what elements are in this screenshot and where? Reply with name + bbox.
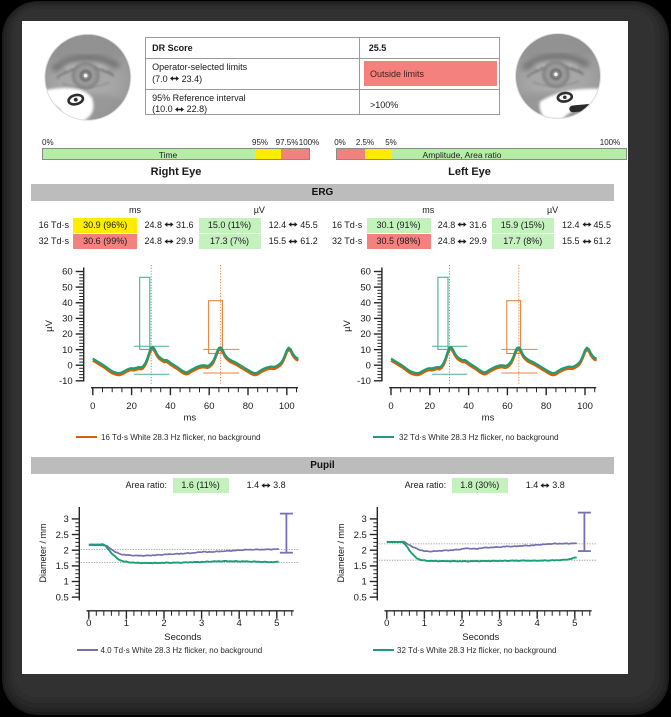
svg-text:0: 0 [90,401,95,412]
svg-text:µV: µV [342,319,353,331]
svg-text:100: 100 [577,401,593,412]
svg-text:50: 50 [62,282,73,293]
svg-text:2: 2 [459,618,464,629]
svg-text:Seconds: Seconds [462,632,499,643]
svg-text:20: 20 [425,401,436,412]
svg-text:µV: µV [44,319,55,331]
svg-text:60: 60 [360,267,371,278]
svg-text:5: 5 [274,618,279,629]
svg-text:2.5: 2.5 [56,530,69,541]
svg-text:50: 50 [360,282,371,293]
svg-text:Seconds: Seconds [164,632,201,643]
svg-text:0: 0 [366,360,371,371]
svg-text:0: 0 [384,618,389,629]
svg-text:40: 40 [360,298,371,309]
svg-text:60: 60 [62,267,73,278]
svg-text:ms: ms [482,413,495,424]
svg-text:4: 4 [535,618,540,629]
svg-text:1: 1 [124,618,129,629]
svg-text:1.5: 1.5 [56,561,69,572]
svg-text:3: 3 [497,618,502,629]
svg-text:30: 30 [62,314,73,325]
svg-text:60: 60 [204,401,215,412]
svg-text:ms: ms [183,413,196,424]
svg-text:80: 80 [243,401,254,412]
svg-text:1: 1 [362,577,367,588]
svg-text:10: 10 [62,345,73,356]
svg-text:-10: -10 [357,376,371,387]
svg-text:Diameter / mm: Diameter / mm [38,523,48,582]
svg-text:100: 100 [279,401,295,412]
svg-text:0: 0 [388,401,393,412]
svg-text:2.5: 2.5 [354,530,367,541]
svg-text:4: 4 [237,618,242,629]
svg-text:1.5: 1.5 [354,561,367,572]
svg-text:1: 1 [422,618,427,629]
svg-text:0.5: 0.5 [56,592,69,603]
svg-text:1: 1 [64,577,69,588]
svg-text:3: 3 [199,618,204,629]
svg-text:20: 20 [360,329,371,340]
svg-text:30: 30 [360,314,371,325]
svg-text:80: 80 [541,401,552,412]
svg-text:2: 2 [64,545,69,556]
svg-text:-10: -10 [59,376,73,387]
svg-text:3: 3 [362,514,367,525]
svg-text:5: 5 [572,618,577,629]
svg-text:3: 3 [64,514,69,525]
svg-text:0: 0 [67,360,72,371]
svg-text:40: 40 [463,401,474,412]
svg-text:20: 20 [62,329,73,340]
svg-text:60: 60 [502,401,513,412]
svg-text:0: 0 [86,618,91,629]
svg-text:40: 40 [165,401,176,412]
svg-text:0.5: 0.5 [354,592,367,603]
svg-text:40: 40 [62,298,73,309]
svg-text:2: 2 [362,545,367,556]
svg-text:10: 10 [360,345,371,356]
svg-text:20: 20 [126,401,137,412]
svg-text:Diameter / mm: Diameter / mm [336,523,346,582]
svg-text:2: 2 [161,618,166,629]
